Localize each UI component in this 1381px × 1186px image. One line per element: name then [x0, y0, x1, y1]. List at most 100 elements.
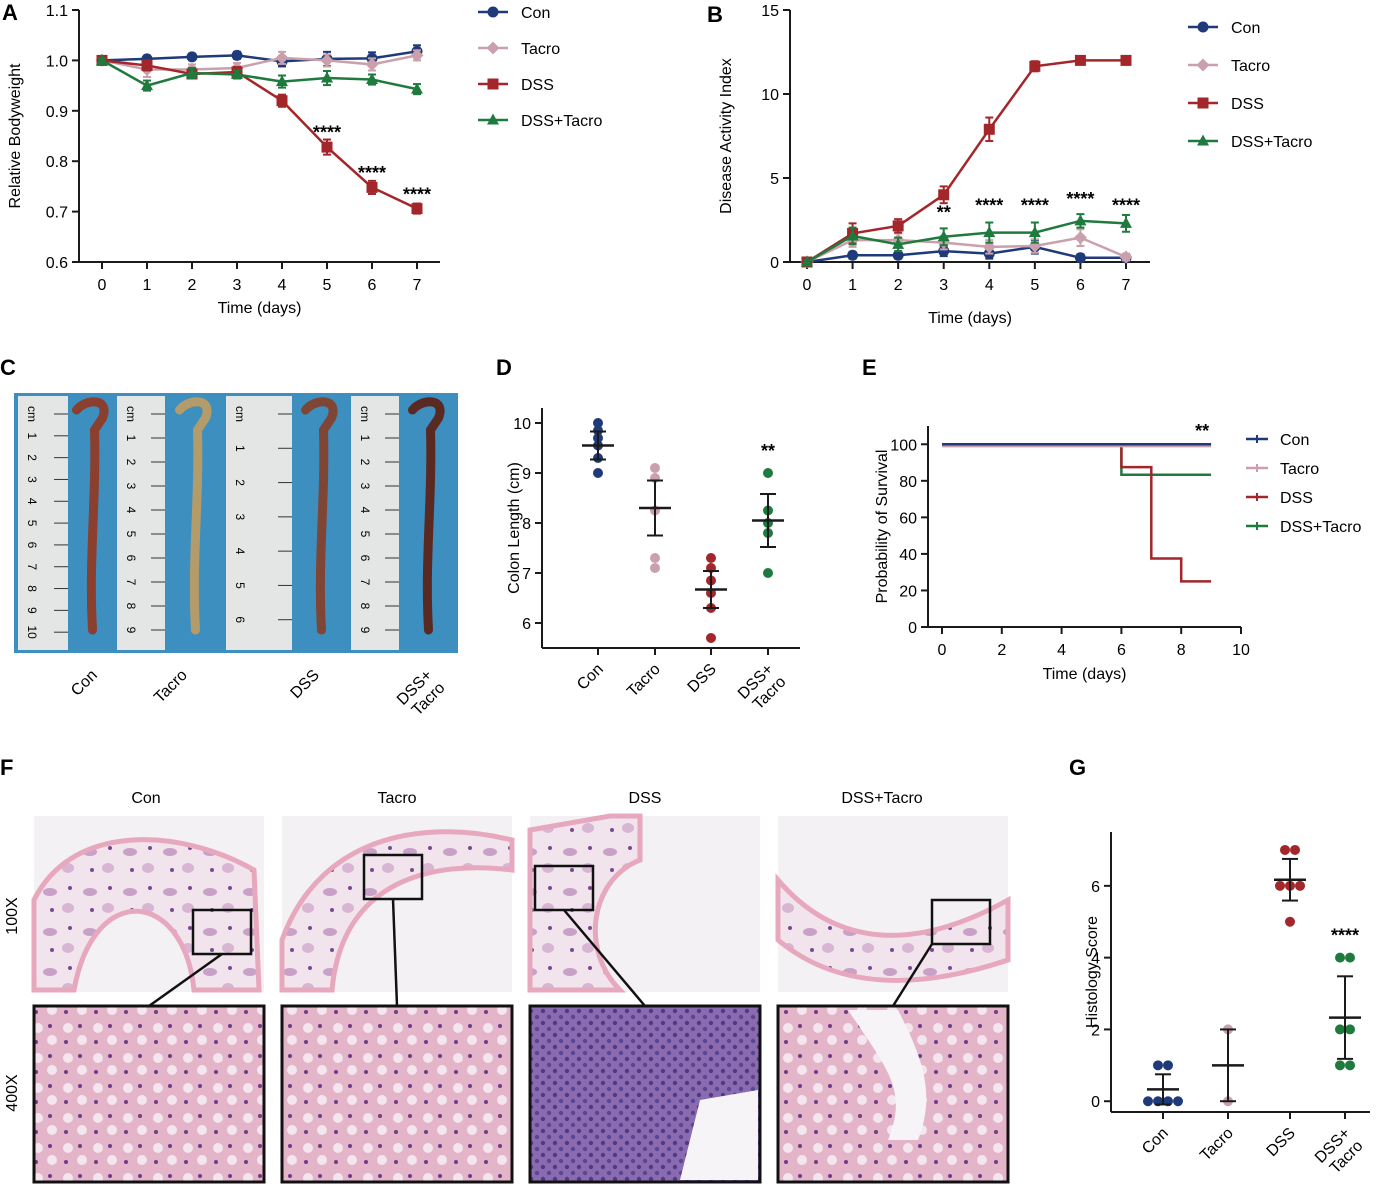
ruler-label: 5 [358, 531, 372, 538]
y-tick-label: 2 [1091, 1022, 1100, 1039]
significance-label: ** [761, 441, 775, 461]
y-tick-label: 8 [522, 516, 531, 533]
x-tick-label: 0 [98, 277, 107, 294]
ruler-label: 3 [124, 483, 138, 490]
y-tick-label: 10 [761, 87, 779, 104]
histology-row-label: 400X [4, 1074, 21, 1112]
data-point [763, 468, 773, 478]
zoom-line [563, 909, 646, 1007]
legend-label: DSS+Tacro [521, 113, 602, 130]
ruler-label: 2 [25, 454, 39, 461]
x-tick-label: 4 [278, 277, 287, 294]
legend-label: Tacro [521, 41, 560, 58]
series-DSS [1274, 844, 1306, 927]
ruler-label: 6 [358, 555, 372, 562]
x-axis-label: Time (days) [928, 310, 1012, 327]
survival-curve-DSS [942, 443, 1212, 583]
x-tick-label: Tacro [624, 661, 664, 701]
ruler-label: 9 [358, 627, 372, 634]
legend-marker [1196, 58, 1210, 72]
ruler-label: 4 [358, 507, 372, 514]
y-tick-label: 1.1 [46, 3, 68, 20]
ruler [226, 396, 292, 650]
y-tick-label: 0 [908, 620, 917, 637]
y-tick-label: 7 [522, 566, 531, 583]
x-tick-label: 4 [1057, 642, 1066, 659]
histology-column-label: Con [131, 790, 160, 807]
data-point [1345, 1060, 1355, 1071]
data-point [410, 48, 424, 62]
data-point [1345, 1024, 1355, 1035]
data-point [847, 249, 859, 261]
data-point [1120, 54, 1132, 66]
data-point [593, 468, 603, 478]
colon-specimen [301, 397, 338, 635]
ruler-label: 2 [233, 479, 247, 486]
legend-marker [1197, 21, 1209, 33]
y-axis-label: Probability of Survival [874, 450, 891, 604]
legend-marker [1197, 134, 1209, 146]
y-tick-label: 6 [1091, 879, 1100, 896]
ruler-label: 1 [25, 432, 39, 439]
data-point [1074, 252, 1086, 264]
ruler-label: 5 [233, 582, 247, 589]
panel-letter: B [707, 2, 723, 27]
data-point [231, 68, 243, 80]
y-tick-label: 0 [770, 255, 779, 272]
data-point [411, 82, 423, 94]
data-point [763, 568, 773, 578]
data-point [892, 237, 905, 249]
y-tick-label: 9 [522, 466, 531, 483]
data-point [1275, 880, 1285, 891]
legend-marker [486, 41, 500, 55]
ruler-label: 7 [124, 579, 138, 586]
histology-image [775, 816, 1011, 1184]
colon-specimen [408, 397, 445, 635]
data-point [1280, 844, 1290, 855]
data-point [650, 563, 660, 573]
ruler-label: 1 [233, 445, 247, 452]
chart-D: 6 7 8 9 10 Colon Length (cm) Con Tacro DSS DSS+Ta… [496, 355, 800, 713]
y-tick-label: 4 [1091, 951, 1100, 968]
ruler-label: 6 [25, 542, 39, 549]
legend-label: Con [1231, 20, 1260, 37]
series-Con [1143, 1060, 1183, 1107]
x-tick-label: 7 [413, 277, 422, 294]
chart-G: 0 2 4 6 Histology Score Con Tacro DSS DSS+Tacro *… [1069, 755, 1370, 1177]
legend-label: DSS [1231, 96, 1264, 113]
x-tick-label: 8 [1177, 642, 1186, 659]
panel-letter: F [0, 755, 13, 780]
data-point [892, 220, 904, 232]
significance-label: **** [403, 185, 431, 205]
colon-photo: cm 1 2 3 4 5 6 7 8 9 [117, 393, 226, 653]
y-tick-label: 40 [899, 547, 917, 564]
y-axis-label: Disease Activity Index [718, 58, 735, 214]
significance-label: ** [937, 202, 951, 222]
y-tick-label: 100 [890, 437, 917, 454]
histology-column-label: DSS+Tacro [841, 790, 922, 807]
ruler-label: 2 [124, 459, 138, 466]
ruler-label: 7 [25, 563, 39, 570]
significance-label: **** [358, 163, 386, 183]
ruler-label: 8 [25, 585, 39, 592]
colon-photo: cm 1 2 3 4 5 6 7 8 9 10 [14, 393, 117, 653]
data-point [1120, 216, 1132, 228]
x-tick-label-line: Tacro [1197, 1125, 1237, 1165]
legend-label: DSS [1280, 490, 1313, 507]
y-tick-label: 20 [899, 583, 917, 600]
zoom-box [930, 898, 992, 946]
panel-letter: G [1069, 755, 1086, 780]
y-tick-label: 15 [761, 3, 779, 20]
y-tick-label: 6 [522, 616, 531, 633]
legend-label: Con [521, 5, 550, 22]
x-tick-label: 2 [188, 277, 197, 294]
data-point [706, 553, 716, 563]
data-point [1295, 880, 1305, 891]
data-point [321, 71, 333, 83]
ruler-label: 4 [233, 548, 247, 555]
x-tick-label: 6 [1076, 277, 1085, 294]
legend-marker [487, 113, 499, 125]
series-line [806, 219, 1127, 264]
chart-E: 0 20 40 60 80 100 0 2 4 6 8 10 Time (days) Probabilit… [862, 355, 1361, 683]
